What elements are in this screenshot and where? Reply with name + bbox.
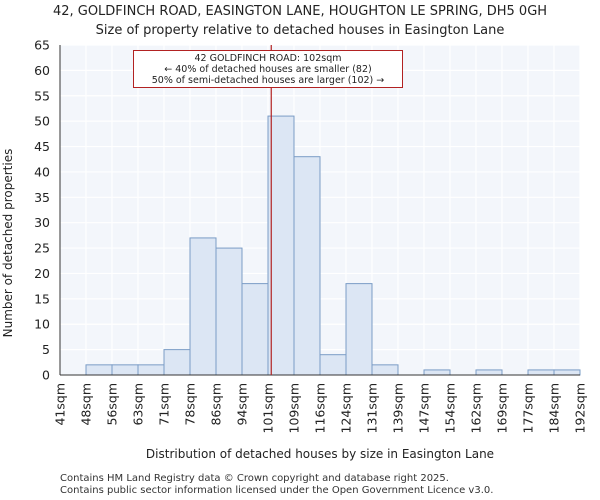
- y-tick-label: 10: [34, 317, 50, 332]
- histogram-bar: [241, 283, 269, 376]
- histogram-bar: [267, 115, 295, 376]
- x-tick-label: 109sqm: [287, 383, 302, 433]
- x-tick-label: 162sqm: [469, 383, 484, 433]
- histogram-bar: [475, 369, 503, 376]
- y-tick-label: 30: [34, 215, 50, 230]
- footer-line-1: Contains HM Land Registry data © Crown c…: [60, 473, 449, 484]
- chart-subtitle: Size of property relative to detached ho…: [95, 23, 505, 38]
- histogram-bar: [371, 364, 399, 376]
- annotation-line-2: ← 40% of detached houses are smaller (82…: [164, 64, 372, 75]
- x-tick-label: 86sqm: [209, 383, 224, 426]
- histogram-bar: [293, 156, 321, 376]
- histogram-bar: [137, 364, 165, 376]
- x-tick-label: 184sqm: [547, 383, 562, 433]
- x-tick-label: 177sqm: [521, 383, 536, 433]
- y-tick-label: 25: [34, 241, 50, 256]
- axes: 0 5 10 15 20 25 30 35 40 45 50 55 60 65 41sqm 48sqm 56sq…: [34, 38, 587, 434]
- histogram-bar: [553, 369, 581, 376]
- x-tick-label: 78sqm: [183, 383, 198, 426]
- histogram-bar: [189, 237, 217, 376]
- y-tick-label: 45: [34, 139, 50, 154]
- y-tick-label: 65: [34, 38, 50, 53]
- x-axis-label: Distribution of detached houses by size …: [146, 447, 494, 461]
- x-tick-label: 71sqm: [157, 383, 172, 426]
- x-tick-label: 192sqm: [573, 383, 588, 433]
- x-tick-label: 139sqm: [391, 383, 406, 433]
- x-tick-label: 48sqm: [79, 383, 94, 426]
- histogram-bar: [215, 247, 243, 376]
- y-tick-label: 5: [42, 342, 50, 357]
- x-tick-label: 131sqm: [365, 383, 380, 433]
- y-tick-label: 55: [34, 88, 50, 103]
- marker-annotation: 42 GOLDFINCH ROAD: 102sqm ← 40% of detac…: [133, 50, 403, 88]
- x-tick-label: 147sqm: [417, 383, 432, 433]
- footer-credits: Contains HM Land Registry data © Crown c…: [60, 473, 493, 497]
- annotation-line-3: 50% of semi-detached houses are larger (…: [151, 75, 385, 86]
- y-tick-label: 60: [34, 63, 50, 78]
- y-tick-label: 35: [34, 190, 50, 205]
- histogram-bar: [85, 364, 113, 376]
- x-tick-label: 154sqm: [443, 383, 458, 433]
- annotation-line-1: 42 GOLDFINCH ROAD: 102sqm: [194, 53, 342, 64]
- y-axis-label: Number of detached properties: [1, 149, 15, 338]
- histogram-bar: [423, 369, 451, 376]
- x-tick-label: 94sqm: [235, 383, 250, 426]
- bars: [85, 115, 581, 376]
- y-tick-label: 15: [34, 291, 50, 306]
- footer-line-2: Contains public sector information licen…: [60, 485, 494, 496]
- x-tick-label: 63sqm: [131, 383, 146, 426]
- histogram-bar: [527, 369, 555, 376]
- y-tick-label: 0: [42, 368, 50, 383]
- chart-title-block: 42, GOLDFINCH ROAD, EASINGTON LANE, HOUG…: [0, 2, 600, 40]
- x-tick-label: 101sqm: [261, 383, 276, 433]
- y-tick-label: 40: [34, 164, 50, 179]
- chart-title: 42, GOLDFINCH ROAD, EASINGTON LANE, HOUG…: [52, 4, 548, 19]
- x-tick-label: 41sqm: [53, 383, 68, 426]
- x-tick-label: 56sqm: [105, 383, 120, 426]
- histogram-bar: [111, 364, 139, 376]
- histogram-bar: [319, 354, 347, 376]
- y-tick-label: 50: [34, 114, 50, 129]
- x-tick-label: 116sqm: [313, 383, 328, 433]
- histogram-bar: [163, 349, 191, 376]
- x-tick-label: 124sqm: [339, 383, 354, 433]
- histogram-bar: [345, 283, 373, 376]
- x-tick-label: 169sqm: [495, 383, 510, 433]
- y-tick-label: 20: [34, 266, 50, 281]
